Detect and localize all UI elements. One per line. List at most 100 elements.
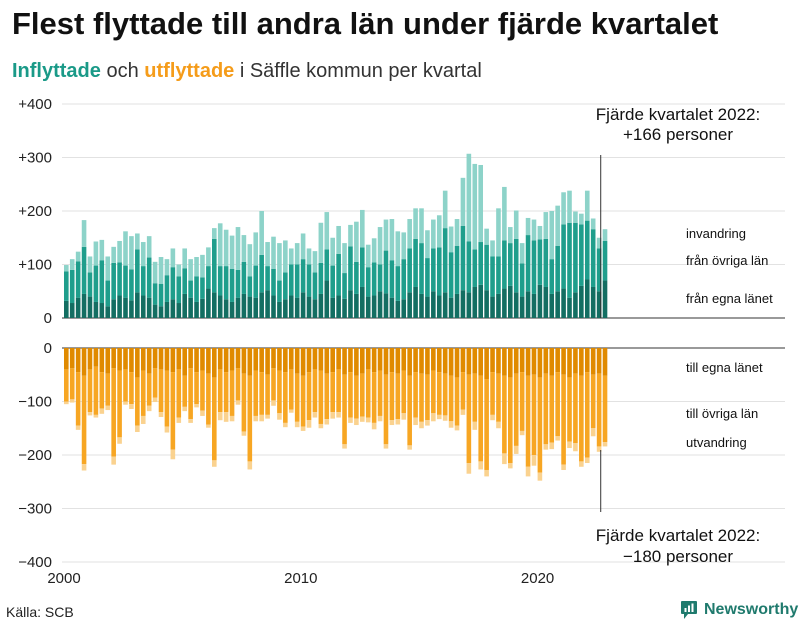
bar-out-other-county [561, 374, 566, 465]
bar-out-other-county [472, 373, 478, 422]
bar-out-emigration [217, 412, 223, 421]
bar-in-own-county [241, 293, 247, 318]
bar-out-other-county [383, 374, 389, 445]
bar-out-emigration [579, 461, 584, 467]
bar-in-other-county [123, 265, 128, 298]
bar-in-immigration [69, 259, 75, 270]
bar-in-immigration [454, 219, 460, 246]
bar-in-immigration [158, 257, 164, 284]
bar-in-own-county [460, 290, 466, 318]
bar-in-immigration [182, 248, 187, 269]
bar-in-other-county [448, 252, 454, 298]
bar-out-emigration [170, 449, 176, 460]
bar-out-own-county [93, 348, 99, 367]
bar-out-other-county [200, 370, 205, 411]
bar-out-emigration [105, 405, 111, 411]
bar-out-other-county [602, 375, 608, 443]
bar-in-other-county [312, 272, 318, 300]
bar-out-other-county [140, 370, 146, 416]
bar-out-own-county [472, 348, 478, 374]
bar-in-own-county [312, 299, 318, 318]
bar-in-immigration [235, 227, 241, 270]
bar-out-other-county [87, 369, 93, 413]
bar-in-own-county [360, 286, 365, 318]
y-tick-label-in: +400 [18, 96, 52, 113]
bar-out-other-county [436, 372, 442, 415]
bar-out-own-county [383, 348, 389, 375]
bar-out-emigration [229, 415, 235, 422]
bar-out-own-county [448, 348, 454, 376]
bar-in-other-county [93, 265, 99, 302]
bar-in-other-county [75, 261, 81, 298]
bar-out-own-county [135, 348, 140, 378]
bar-in-immigration [241, 235, 247, 262]
bar-in-other-county [508, 243, 513, 286]
bar-out-other-county [235, 368, 241, 401]
bar-out-emigration [69, 399, 75, 403]
bar-in-immigration [448, 226, 454, 253]
bar-in-other-county [590, 229, 596, 287]
bar-in-other-county [330, 265, 335, 298]
bar-out-emigration [194, 404, 199, 408]
bar-out-emigration [235, 400, 241, 405]
bar-in-own-county [324, 280, 330, 318]
bar-out-other-county [395, 373, 401, 420]
bar-in-immigration [75, 251, 81, 262]
bar-out-other-county [354, 375, 359, 419]
bar-in-own-county [543, 286, 549, 318]
bar-out-other-county [324, 373, 330, 420]
bar-out-own-county [377, 348, 383, 371]
bar-out-other-county [490, 372, 495, 415]
bar-out-other-county [294, 373, 300, 422]
bar-in-immigration [519, 243, 525, 264]
bar-out-other-county [365, 369, 371, 418]
bar-out-own-county [288, 348, 294, 370]
bar-in-other-county [348, 246, 353, 291]
bar-out-emigration [472, 421, 478, 430]
bar-in-immigration [217, 223, 223, 267]
bar-in-immigration [247, 244, 253, 277]
bar-out-other-county [496, 373, 501, 422]
bar-out-other-county [64, 369, 69, 402]
bar-out-own-county [508, 348, 513, 378]
bar-in-own-county [336, 295, 341, 318]
bar-out-other-county [283, 372, 288, 423]
bar-out-emigration [324, 419, 330, 425]
bar-out-other-county [188, 368, 193, 420]
bar-out-other-county [525, 375, 531, 467]
bar-out-own-county [436, 348, 442, 373]
bar-out-other-county [182, 375, 187, 407]
bar-out-other-county [170, 372, 176, 450]
bar-in-other-county [64, 271, 69, 301]
bar-out-own-county [579, 348, 584, 376]
bar-in-own-county [259, 292, 264, 318]
bar-out-own-county [229, 348, 235, 371]
bar-in-other-county [318, 262, 324, 294]
bar-out-own-county [549, 348, 555, 376]
bar-in-other-county [561, 224, 566, 289]
bar-in-own-county [573, 292, 578, 318]
bar-out-emigration [259, 414, 264, 422]
bar-in-own-county [212, 292, 217, 318]
bar-out-emigration [478, 461, 483, 470]
bar-out-emigration [377, 415, 383, 422]
bar-in-other-county [324, 249, 330, 281]
bar-in-immigration [259, 211, 264, 255]
bar-in-own-county [200, 298, 205, 318]
bar-out-emigration [99, 408, 105, 414]
bar-in-own-county [135, 292, 140, 318]
bar-in-own-county [129, 300, 134, 318]
y-tick-label-out: −200 [18, 447, 52, 464]
bar-in-immigration [531, 219, 537, 241]
bar-in-immigration [87, 256, 93, 273]
y-tick-label-in: +100 [18, 257, 52, 274]
bar-out-emigration [407, 445, 412, 450]
bar-out-other-county [579, 375, 584, 462]
bar-out-emigration [158, 412, 164, 418]
bar-in-immigration [99, 239, 105, 261]
bar-in-immigration [460, 177, 466, 226]
bar-in-other-county [182, 268, 187, 294]
bar-out-emigration [176, 417, 182, 423]
bar-out-own-county [253, 348, 259, 371]
bar-out-own-county [555, 348, 560, 373]
